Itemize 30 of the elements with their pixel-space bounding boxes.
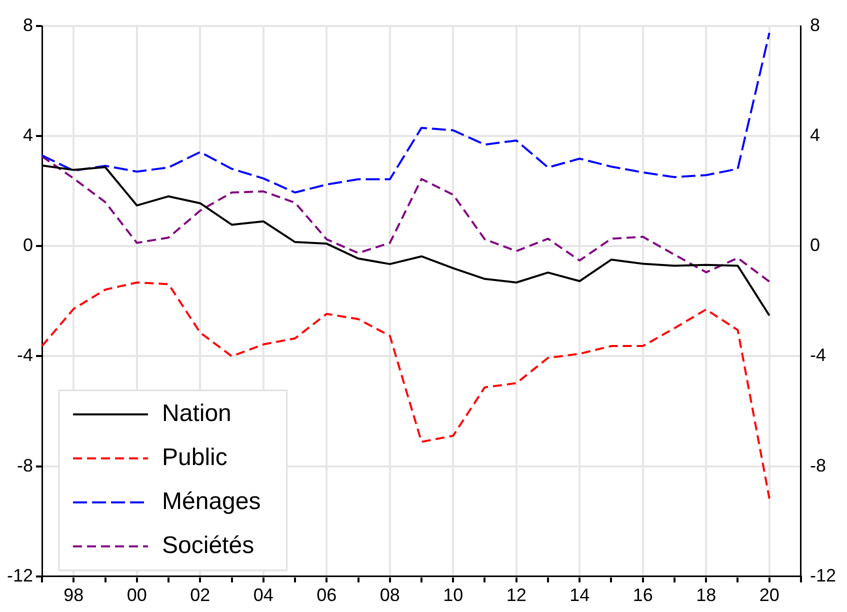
x-tick-label: 20 [759, 585, 780, 606]
y2-tick-label: 4 [810, 125, 820, 146]
x-tick-label: 04 [253, 585, 274, 606]
line-series [42, 32, 770, 194]
y2-tick-label: -12 [810, 565, 836, 586]
y2-tick-label: -4 [810, 345, 826, 366]
legend-label: Ménages [162, 488, 261, 516]
y-tick-label: -4 [17, 345, 34, 366]
x-tick-label: 98 [64, 585, 84, 606]
x-tick-label: 14 [570, 585, 590, 606]
legend-label: Public [162, 444, 228, 472]
x-tick-label: 02 [190, 585, 210, 606]
y-tick-label: 0 [23, 235, 34, 256]
x-tick-label: 06 [316, 585, 337, 606]
x-tick-label: 08 [380, 585, 400, 606]
y-tick-label: 8 [23, 14, 34, 35]
x-tick-label: 00 [126, 585, 147, 606]
y-tick-label: 4 [23, 125, 34, 146]
x-tick-label: 18 [696, 585, 716, 606]
y-tick-label: -8 [17, 455, 34, 476]
legend-label: Nation [162, 400, 232, 428]
x-tick-label: 10 [443, 585, 464, 606]
y-tick-label: -12 [7, 565, 34, 586]
x-tick-label: 12 [506, 585, 526, 606]
y2-tick-label: 8 [810, 14, 820, 35]
legend-label: Sociétés [162, 532, 254, 560]
y2-tick-label: -8 [810, 455, 826, 476]
line-series [42, 155, 770, 283]
y2-tick-label: 0 [810, 235, 820, 256]
x-tick-label: 16 [632, 585, 653, 606]
